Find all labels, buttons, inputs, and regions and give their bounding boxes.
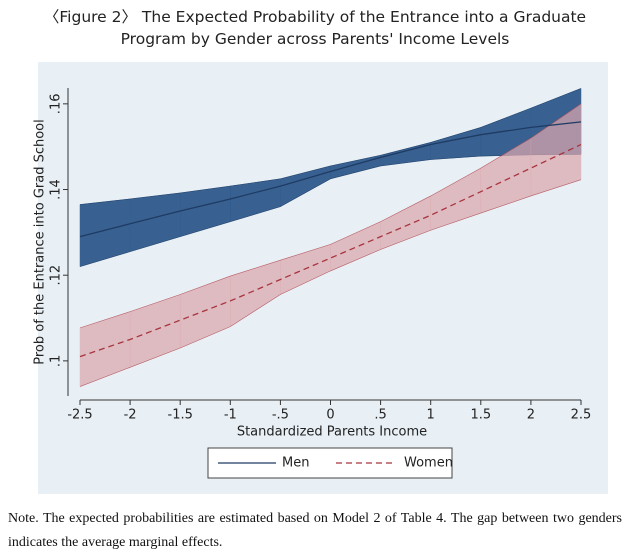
x-tick-label: 2	[527, 408, 535, 423]
band-edge	[79, 179, 582, 387]
band-edge	[79, 103, 582, 329]
band-edge	[79, 154, 582, 267]
y-tick-label: .14	[49, 179, 64, 200]
x-tick-label: -.5	[272, 408, 289, 423]
y-axis-title: Prob of the Entrance into Grad School	[33, 119, 48, 364]
y-tick-label: .16	[49, 94, 64, 115]
x-tick-label: -2	[124, 408, 137, 423]
legend-label: Men	[282, 456, 309, 471]
x-tick-label: -1	[224, 408, 237, 423]
x-tick-label: .5	[374, 408, 386, 423]
chart-title: 〈Figure 2〉 The Expected Probability of t…	[43, 8, 587, 48]
band-edge	[79, 88, 582, 205]
x-tick-label: -2.5	[67, 408, 92, 423]
x-tick-label: 2.5	[571, 408, 592, 423]
y-tick-label: .12	[49, 265, 64, 286]
legend-label: Women	[404, 456, 453, 471]
series-line	[79, 143, 582, 358]
series-line	[79, 121, 582, 238]
note: Note. The expected probabilities are est…	[8, 511, 622, 550]
y-tick-label: .1	[49, 355, 64, 367]
x-tick-label: 0	[326, 408, 334, 423]
x-axis-title: Standardized Parents Income	[237, 425, 427, 440]
x-tick-label: -1.5	[168, 408, 193, 423]
x-tick-label: 1	[427, 408, 435, 423]
x-tick-label: 1.5	[470, 408, 491, 423]
chart: Standardized Parents Income Prob of the …	[33, 62, 608, 494]
